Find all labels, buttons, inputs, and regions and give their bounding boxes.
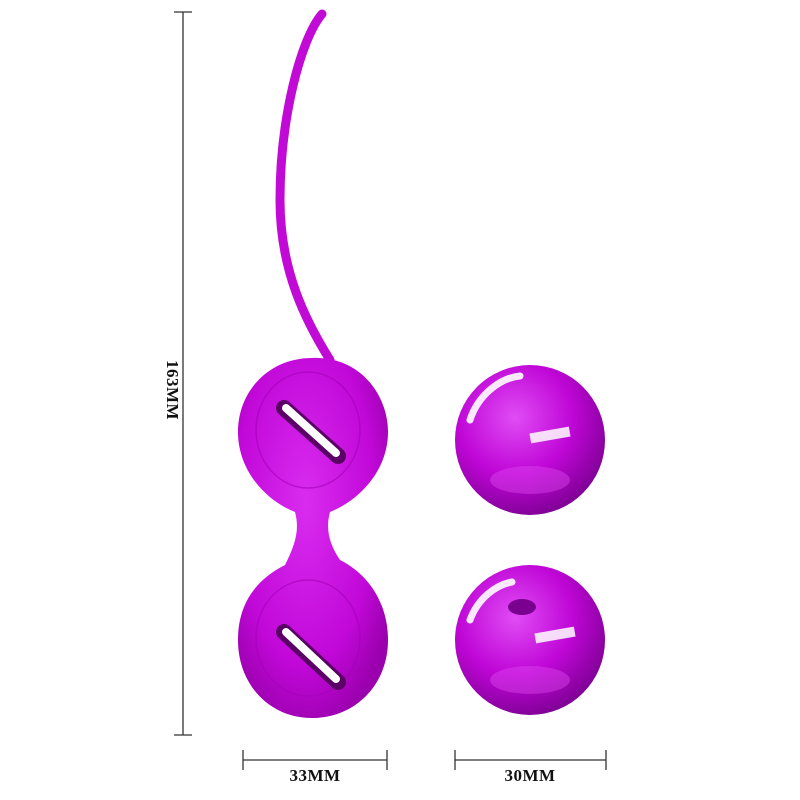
slot-lower — [276, 624, 346, 690]
device-width-label: 33MM — [289, 766, 341, 785]
retrieval-cord — [275, 9, 335, 365]
ball-width-dimension-line — [454, 750, 607, 770]
device-width-dimension-line — [242, 750, 388, 770]
ball-width-label: 30MM — [504, 766, 556, 785]
kegel-device — [238, 9, 388, 718]
weighted-ball-lower — [455, 565, 605, 715]
device-body — [238, 357, 388, 718]
height-label: 163MM — [163, 359, 182, 421]
height-dimension-line — [174, 11, 192, 736]
slot-upper — [276, 400, 346, 464]
weighted-ball-upper — [455, 365, 605, 515]
